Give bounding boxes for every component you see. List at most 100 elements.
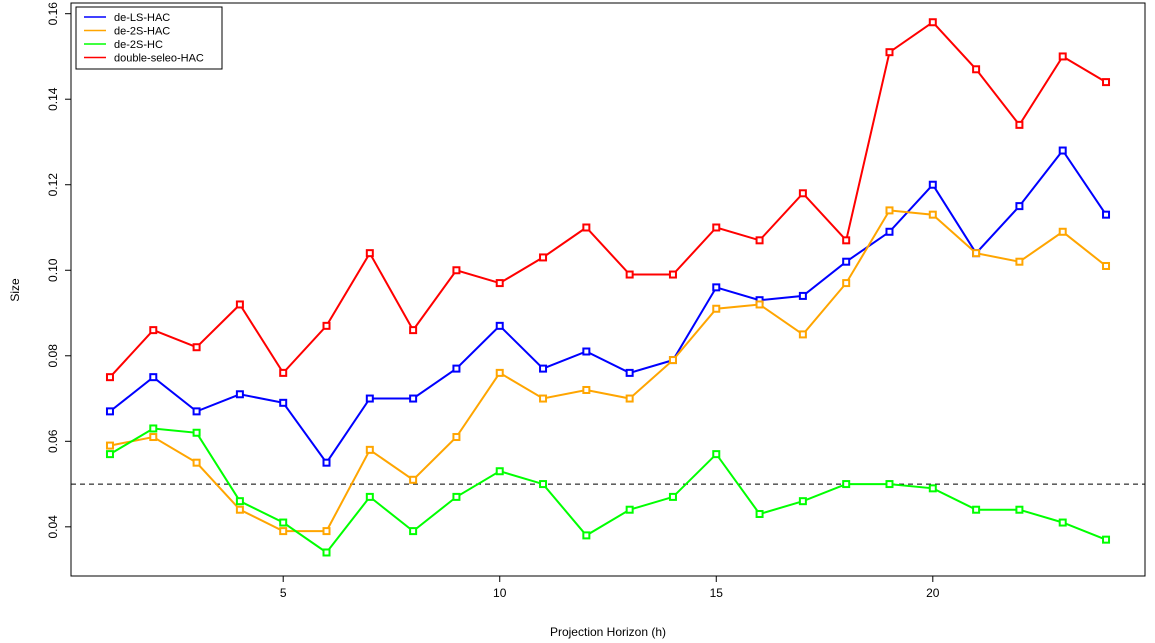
data-point xyxy=(192,458,201,467)
data-point xyxy=(322,458,331,467)
data-point xyxy=(842,279,851,288)
series-layer xyxy=(105,18,1111,557)
data-point xyxy=(1015,202,1024,211)
data-point xyxy=(798,291,807,300)
data-point xyxy=(495,368,504,377)
data-point xyxy=(409,326,418,335)
series-double-seleo-HAC xyxy=(105,18,1111,382)
data-point xyxy=(365,394,374,403)
legend-label: de-LS-HAC xyxy=(114,12,170,24)
data-point xyxy=(495,279,504,288)
data-point xyxy=(1058,146,1067,155)
data-point xyxy=(668,492,677,501)
data-point xyxy=(539,480,548,489)
data-point xyxy=(798,330,807,339)
data-point xyxy=(625,505,634,514)
data-point xyxy=(235,390,244,399)
series-de-2S-HAC xyxy=(105,206,1111,536)
data-point xyxy=(192,407,201,416)
data-point xyxy=(972,505,981,514)
data-point xyxy=(105,373,114,382)
data-point xyxy=(582,531,591,540)
data-point xyxy=(625,270,634,279)
data-point xyxy=(1015,120,1024,129)
data-point xyxy=(495,467,504,476)
data-point xyxy=(1058,518,1067,527)
data-point xyxy=(105,450,114,459)
data-point xyxy=(1102,78,1111,87)
data-point xyxy=(192,343,201,352)
data-point xyxy=(842,480,851,489)
data-point xyxy=(235,497,244,506)
data-point xyxy=(972,249,981,258)
x-tick-label: 20 xyxy=(926,586,940,600)
data-point xyxy=(235,505,244,514)
y-tick-label: 0.14 xyxy=(46,87,60,111)
data-point xyxy=(409,394,418,403)
data-point xyxy=(885,227,894,236)
data-point xyxy=(625,394,634,403)
data-point xyxy=(885,480,894,489)
data-point xyxy=(105,441,114,450)
data-point xyxy=(1058,52,1067,61)
data-point xyxy=(539,394,548,403)
data-point xyxy=(322,548,331,557)
data-point xyxy=(1102,535,1111,544)
data-point xyxy=(755,509,764,518)
data-point xyxy=(798,497,807,506)
data-point xyxy=(149,326,158,335)
data-point xyxy=(235,300,244,309)
data-point xyxy=(712,450,721,459)
legend-label: double-seleo-HAC xyxy=(114,53,204,65)
y-tick-label: 0.08 xyxy=(46,344,60,368)
data-point xyxy=(928,484,937,493)
series-de-LS-HAC xyxy=(105,146,1111,467)
data-point xyxy=(582,223,591,232)
data-point xyxy=(279,527,288,536)
data-point xyxy=(1058,227,1067,236)
data-point xyxy=(322,321,331,330)
data-point xyxy=(1102,261,1111,270)
x-axis-title: Projection Horizon (h) xyxy=(550,625,666,639)
data-point xyxy=(582,347,591,356)
data-point xyxy=(712,304,721,313)
data-point xyxy=(149,373,158,382)
series-line xyxy=(109,209,1107,533)
data-point xyxy=(755,300,764,309)
legend-label: de-2S-HAC xyxy=(114,26,170,38)
legend-label: de-2S-HC xyxy=(114,39,163,51)
plot-frame xyxy=(70,2,1146,577)
data-point xyxy=(712,283,721,292)
y-tick-label: 0.10 xyxy=(46,258,60,282)
data-point xyxy=(1102,210,1111,219)
data-point xyxy=(192,428,201,437)
data-point xyxy=(582,385,591,394)
x-tick-label: 10 xyxy=(493,586,507,600)
y-tick-label: 0.06 xyxy=(46,429,60,453)
data-point xyxy=(452,492,461,501)
data-point xyxy=(279,518,288,527)
series-de-2S-HC xyxy=(105,424,1111,557)
series-line xyxy=(109,427,1107,554)
data-point xyxy=(885,206,894,215)
data-point xyxy=(452,364,461,373)
data-point xyxy=(365,492,374,501)
data-point xyxy=(539,364,548,373)
series-line xyxy=(109,20,1107,378)
x-tick-label: 15 xyxy=(710,586,724,600)
data-point xyxy=(885,48,894,57)
data-point xyxy=(495,321,504,330)
data-point xyxy=(279,368,288,377)
data-point xyxy=(1015,257,1024,266)
data-point xyxy=(928,18,937,27)
y-axis-title: Size xyxy=(8,278,22,302)
data-point xyxy=(322,527,331,536)
x-axis: 5 10 15 20 xyxy=(280,576,940,600)
data-point xyxy=(755,236,764,245)
y-axis: 0.04 0.06 0.08 0.10 0.12 0.14 0.16 xyxy=(46,2,71,539)
data-point xyxy=(712,223,721,232)
data-point xyxy=(798,189,807,198)
data-point xyxy=(668,356,677,365)
